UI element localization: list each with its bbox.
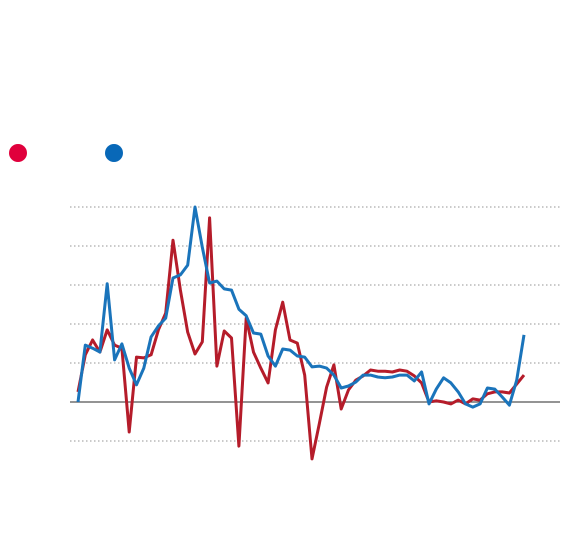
series-line <box>76 205 526 409</box>
legend-marker <box>9 144 27 162</box>
series-line <box>76 216 526 461</box>
legend-marker <box>105 144 123 162</box>
